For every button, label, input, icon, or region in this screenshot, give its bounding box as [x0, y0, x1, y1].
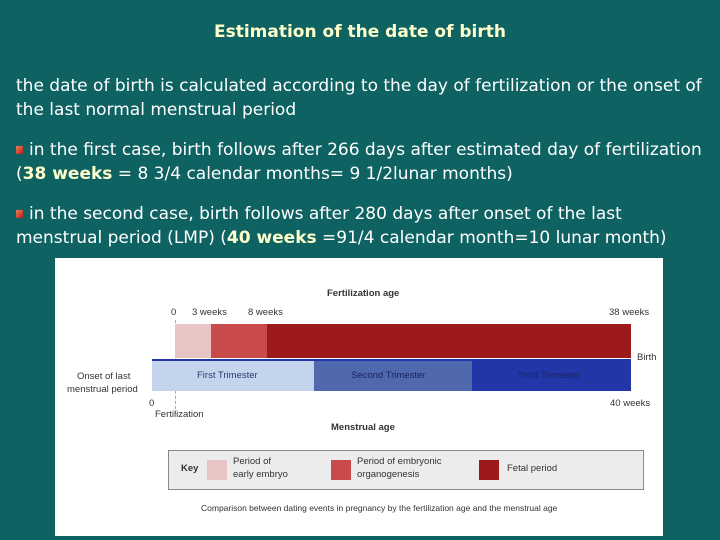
tick-label-0: 0	[171, 307, 177, 318]
key-item-3-label: Fetal period	[507, 463, 558, 474]
tick-label-8-weeks: 8 weeks	[248, 307, 283, 318]
early-embryo-swatch	[207, 460, 227, 480]
third-trimester-bar	[472, 361, 631, 391]
bullet-icon	[16, 210, 23, 218]
fetal-period-bar	[267, 324, 631, 358]
second-trimester-label: Second Trimester	[351, 370, 426, 381]
key-label: Key	[181, 463, 199, 474]
bullet1-rest: = 8 3/4 calendar months= 9 1/2lunar mont…	[112, 164, 513, 184]
bullet2-rest: =91/4 calendar month=10 lunar month)	[316, 228, 667, 248]
tick-label-0-menstrual: 0	[149, 398, 155, 409]
tick-label-40-weeks: 40 weeks	[610, 398, 651, 409]
third-trimester-label: Third Trimester	[517, 370, 581, 381]
bullet-second-case: in the second case, birth follows after …	[16, 202, 711, 250]
menstrual-bar-top-edge	[152, 359, 631, 361]
fetal-period-swatch	[479, 460, 499, 480]
bullet1-text: in the first case, birth follows after 2…	[16, 140, 702, 184]
key-item-2-line1: Period of embryonic	[357, 456, 442, 467]
tick-label-3-weeks: 3 weeks	[192, 307, 227, 318]
legend-key: Key Period of early embryo Period of emb…	[168, 450, 644, 490]
bullet1-highlight: 38 weeks	[22, 164, 113, 184]
first-trimester-bar	[152, 361, 314, 391]
fertilization-label: Fertilization	[155, 409, 204, 420]
organogenesis-bar	[211, 324, 267, 358]
pregnancy-dating-figure: Fertilization age 0 3 weeks 8 weeks 38 w…	[55, 258, 663, 536]
second-trimester-bar	[314, 361, 472, 391]
first-trimester-label: First Trimester	[197, 370, 258, 381]
bullet2-highlight: 40 weeks	[226, 228, 317, 248]
key-item-2-line2: organogenesis	[357, 469, 420, 480]
menstrual-age-label: Menstrual age	[331, 422, 395, 433]
key-item-1-line1: Period of	[233, 456, 272, 467]
bullet-first-case: in the first case, birth follows after 2…	[16, 138, 711, 186]
onset-label-line1: Onset of last	[77, 371, 131, 382]
figure-caption: Comparison between dating events in preg…	[201, 503, 558, 513]
tick-label-38-weeks: 38 weeks	[609, 307, 650, 318]
intro-paragraph: the date of birth is calculated accordin…	[16, 76, 702, 120]
onset-label-line2: menstrual period	[67, 384, 138, 395]
fertilization-age-label: Fertilization age	[327, 288, 400, 299]
bullet-icon	[16, 146, 23, 154]
bullet2-text: in the second case, birth follows after …	[16, 204, 622, 248]
early-embryo-bar	[175, 324, 211, 358]
key-item-1-line2: early embryo	[233, 469, 288, 480]
slide-title: Estimation of the date of birth	[213, 22, 506, 42]
birth-label: Birth	[637, 352, 657, 363]
organogenesis-swatch	[331, 460, 351, 480]
